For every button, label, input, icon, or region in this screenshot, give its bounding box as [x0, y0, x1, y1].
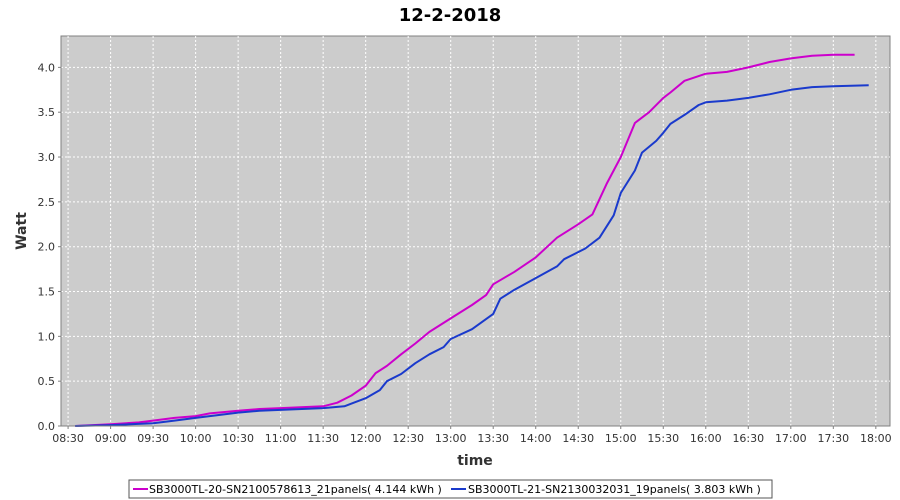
y-tick-label: 3.0: [38, 151, 56, 164]
y-tick-label: 0.5: [38, 375, 56, 388]
legend: SB3000TL-20-SN2100578613_21panels( 4.144…: [128, 479, 773, 499]
x-tick-label: 11:00: [265, 432, 297, 445]
x-tick-label: 14:30: [562, 432, 594, 445]
chart-title: 12-2-2018: [399, 5, 502, 26]
legend-label-series-1: SB3000TL-20-SN2100578613_21panels( 4.144…: [149, 483, 442, 496]
y-axis-label: Watt: [14, 212, 30, 250]
x-tick-label: 17:00: [775, 432, 807, 445]
x-axis-ticks: 08:30 09:00 09:30 10:00 10:30 11:00 11:30 12:00…: [52, 426, 892, 445]
x-tick-label: 09:30: [137, 432, 169, 445]
x-tick-label: 11:30: [307, 432, 339, 445]
x-tick-label: 12:00: [350, 432, 382, 445]
series-line-2: [75, 84, 869, 427]
series-group: [75, 53, 869, 427]
x-tick-label: 15:00: [605, 432, 637, 445]
y-tick-label: 4.0: [38, 61, 56, 74]
x-tick-label: 18:00: [860, 432, 892, 445]
x-tick-label: 13:00: [435, 432, 467, 445]
x-tick-label: 08:30: [52, 432, 84, 445]
y-tick-label: 1.0: [38, 330, 56, 343]
x-tick-label: 16:30: [732, 432, 764, 445]
x-tick-label: 16:00: [690, 432, 722, 445]
y-axis-ticks: 0.0 0.5 1.0 1.5 2.0 2.5 3.0 3.5 4.0: [38, 61, 61, 433]
series-line-1: [75, 53, 855, 427]
x-tick-label: 14:00: [520, 432, 552, 445]
x-tick-label: 09:00: [95, 432, 127, 445]
x-tick-label: 10:00: [180, 432, 212, 445]
legend-label-series-2: SB3000TL-21-SN2130032031_19panels( 3.803…: [468, 483, 761, 496]
x-tick-label: 10:30: [222, 432, 254, 445]
x-tick-label: 13:30: [477, 432, 509, 445]
y-tick-label: 2.5: [38, 196, 56, 209]
x-axis-label: time: [457, 453, 493, 469]
plot-area: [60, 35, 891, 427]
x-tick-label: 17:30: [817, 432, 849, 445]
x-tick-label: 12:30: [392, 432, 424, 445]
y-tick-label: 3.5: [38, 106, 56, 119]
legend-box: [128, 479, 773, 499]
y-tick-label: 0.0: [38, 420, 56, 433]
grid: [61, 36, 890, 427]
y-tick-label: 2.0: [38, 241, 56, 254]
x-tick-label: 15:30: [647, 432, 679, 445]
y-tick-label: 1.5: [38, 286, 56, 299]
